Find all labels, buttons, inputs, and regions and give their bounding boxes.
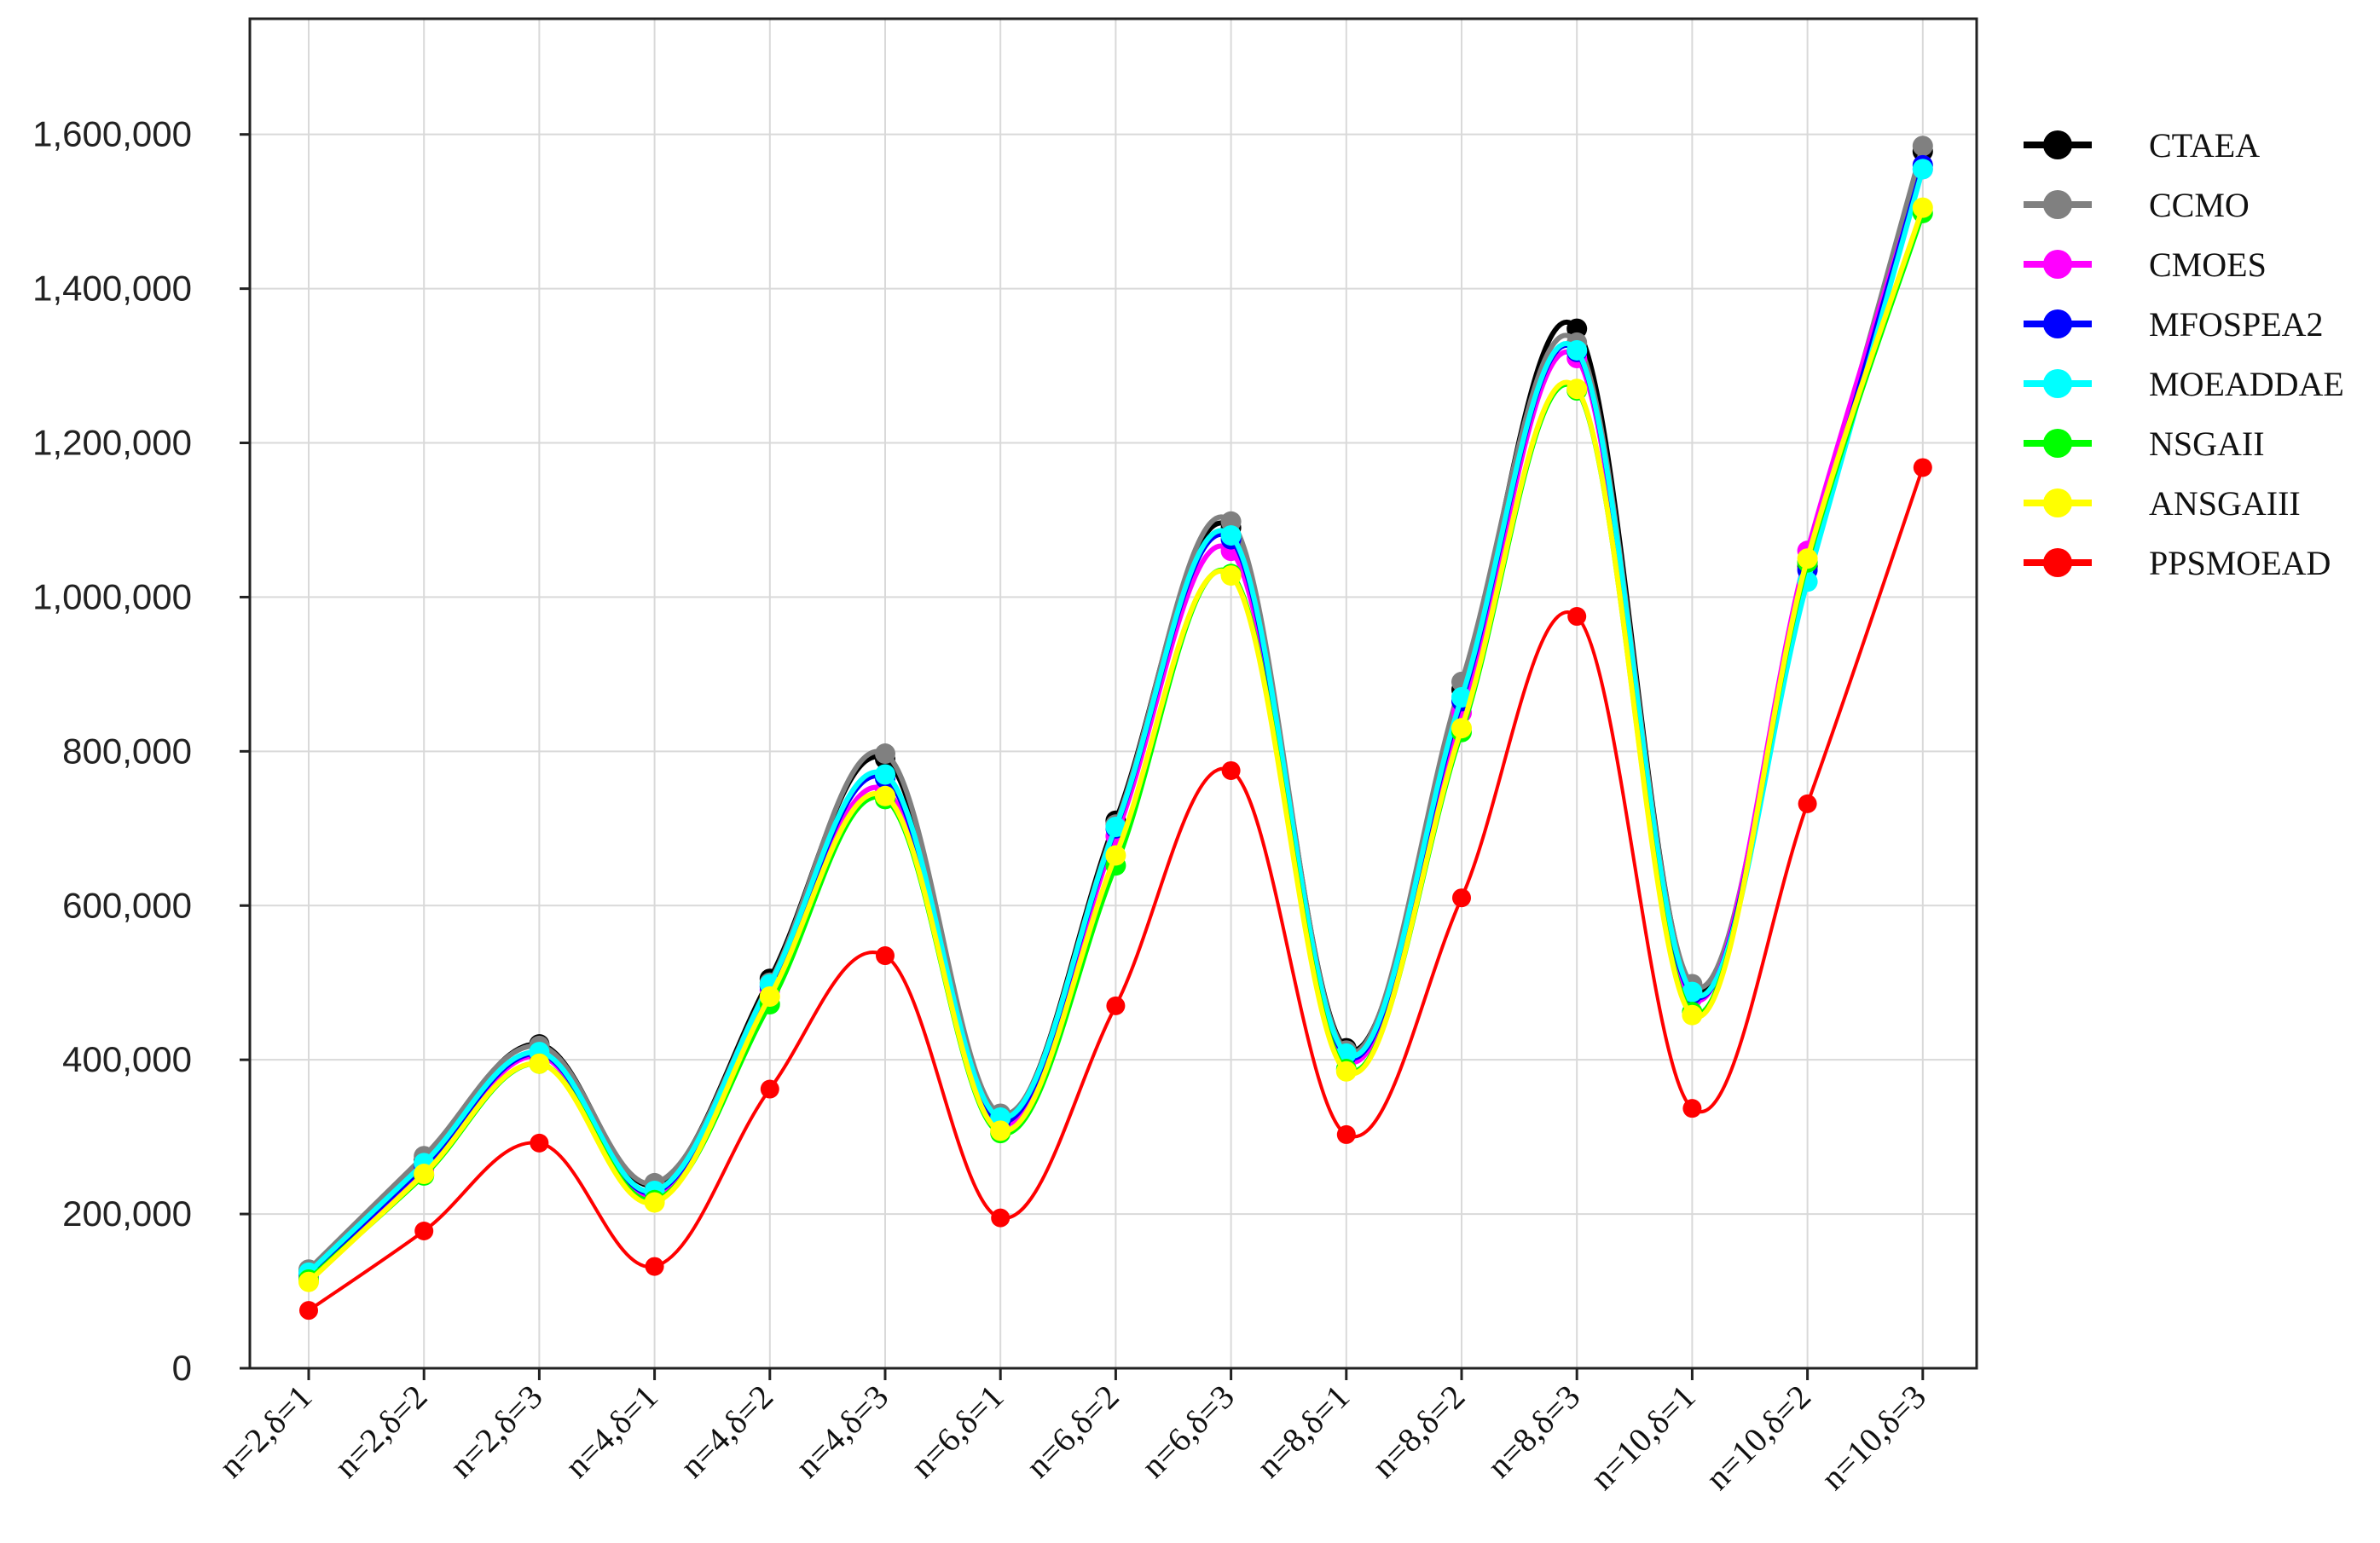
data-point [1452, 888, 1471, 908]
series-ansgaiii [298, 197, 1933, 1292]
data-point [299, 1301, 318, 1321]
x-tick-label: n=8,δ=2 [1364, 1378, 1473, 1486]
y-tick-label: 400,000 [62, 1039, 192, 1079]
legend-item-mfospea2[interactable]: MFOSPEA2 [2024, 305, 2324, 344]
data-point [1335, 1060, 1357, 1082]
legend-item-nsgaii[interactable]: NSGAII [2024, 425, 2265, 463]
x-tick-label: n=2,δ=2 [327, 1378, 435, 1486]
legend-label: ANSGAIII [2149, 484, 2301, 523]
data-point [760, 1079, 779, 1099]
data-point [1567, 607, 1587, 627]
data-point [414, 1164, 435, 1185]
data-point [1682, 1004, 1703, 1026]
data-point [1912, 136, 1933, 157]
x-tick-label: n=10,δ=1 [1583, 1378, 1703, 1498]
data-point [1797, 548, 1818, 569]
legend-label: CTAEA [2149, 126, 2260, 165]
legend-swatch-marker [2043, 548, 2072, 577]
data-point [1682, 981, 1703, 1003]
y-tick-label: 600,000 [62, 885, 192, 925]
data-point [1451, 687, 1472, 708]
y-tick-label: 1,000,000 [32, 576, 192, 616]
y-tick-label: 0 [172, 1348, 192, 1388]
x-tick-label: n=10,δ=3 [1813, 1378, 1933, 1498]
y-axis: 0 200,000 400,000 600,000 800,000 1,000,000 1,… [32, 114, 250, 1388]
data-point [1912, 159, 1933, 180]
y-tick-label: 1,600,000 [32, 114, 192, 154]
x-tick-label: n=6,δ=2 [1018, 1378, 1126, 1486]
legend-label: MOEADDAE [2149, 365, 2344, 403]
data-point [530, 1133, 549, 1153]
legend-item-ppsmoead[interactable]: PPSMOEAD [2024, 544, 2331, 582]
data-point [875, 764, 895, 785]
legend-item-cmoes[interactable]: CMOES [2024, 246, 2267, 284]
x-tick-label: n=2,δ=3 [442, 1378, 550, 1486]
x-tick-label: n=6,δ=3 [1133, 1378, 1242, 1486]
legend-label: CCMO [2149, 186, 2250, 224]
data-point [644, 1192, 665, 1213]
y-tick-label: 1,200,000 [32, 423, 192, 463]
data-point [1913, 458, 1932, 477]
data-point [1105, 816, 1126, 837]
legend-label: CMOES [2149, 246, 2267, 284]
x-tick-label: n=2,δ=1 [211, 1378, 320, 1486]
x-tick-label: n=6,δ=1 [903, 1378, 1011, 1486]
data-point [298, 1271, 319, 1292]
data-point [759, 985, 780, 1007]
y-tick-label: 800,000 [62, 731, 192, 771]
legend-item-moeaddae[interactable]: MOEADDAE [2024, 365, 2344, 403]
x-tick-label: n=4,δ=3 [788, 1378, 896, 1486]
data-point [1106, 996, 1126, 1015]
grid-lines [250, 19, 1977, 1368]
data-point [1105, 845, 1126, 866]
data-point [1336, 1124, 1356, 1144]
plot-frame [248, 17, 1978, 1370]
data-point [645, 1257, 664, 1276]
data-point [1912, 197, 1933, 218]
data-point [1221, 760, 1241, 780]
legend-swatch-marker [2043, 250, 2072, 279]
series-ppsmoead [299, 458, 1932, 1321]
data-point [1798, 794, 1817, 813]
data-point [529, 1053, 550, 1074]
legend-swatch-marker [2043, 190, 2072, 219]
legend-label: PPSMOEAD [2149, 544, 2331, 582]
data-point [1220, 565, 1242, 587]
legend-swatch-marker [2043, 429, 2072, 458]
x-tick-label: n=8,δ=1 [1249, 1378, 1358, 1486]
legend-item-ccmo[interactable]: CCMO [2024, 186, 2250, 224]
data-point [876, 946, 895, 966]
x-tick-label: n=4,δ=2 [673, 1378, 781, 1486]
data-point [1451, 718, 1472, 739]
data-point [991, 1208, 1010, 1228]
legend-swatch-marker [2043, 369, 2072, 398]
legend-label: MFOSPEA2 [2149, 305, 2324, 344]
data-point [875, 785, 895, 806]
data-point [1566, 379, 1588, 400]
x-tick-label: n=8,δ=3 [1480, 1378, 1588, 1486]
data-point [990, 1120, 1011, 1141]
legend-swatch-marker [2043, 309, 2072, 338]
data-point [414, 1221, 434, 1240]
legend-item-ctaea[interactable]: CTAEA [2024, 126, 2260, 165]
series-layer [298, 136, 1933, 1321]
data-point [1682, 1099, 1702, 1118]
legend-item-ansgaiii[interactable]: ANSGAIII [2024, 484, 2301, 523]
legend-swatch-marker [2043, 130, 2072, 159]
legend-label: NSGAII [2149, 425, 2265, 463]
x-axis: n=2,δ=1 n=2,δ=2 n=2,δ=3 n=4,δ=1 n=4,δ=2 n=4,δ… [211, 1368, 1933, 1497]
x-tick-label: n=10,δ=2 [1698, 1378, 1818, 1498]
y-tick-label: 1,400,000 [32, 269, 192, 309]
data-point [1566, 339, 1588, 361]
legend[interactable]: CTAEA CCMO CMOES MFOSPEA2 MOEADDAE NSGAII ANSG… [2024, 126, 2344, 582]
data-point [1220, 525, 1242, 546]
x-tick-label: n=4,δ=1 [557, 1378, 665, 1486]
legend-swatch-marker [2043, 488, 2072, 517]
data-point [875, 743, 895, 765]
y-tick-label: 200,000 [62, 1193, 192, 1234]
